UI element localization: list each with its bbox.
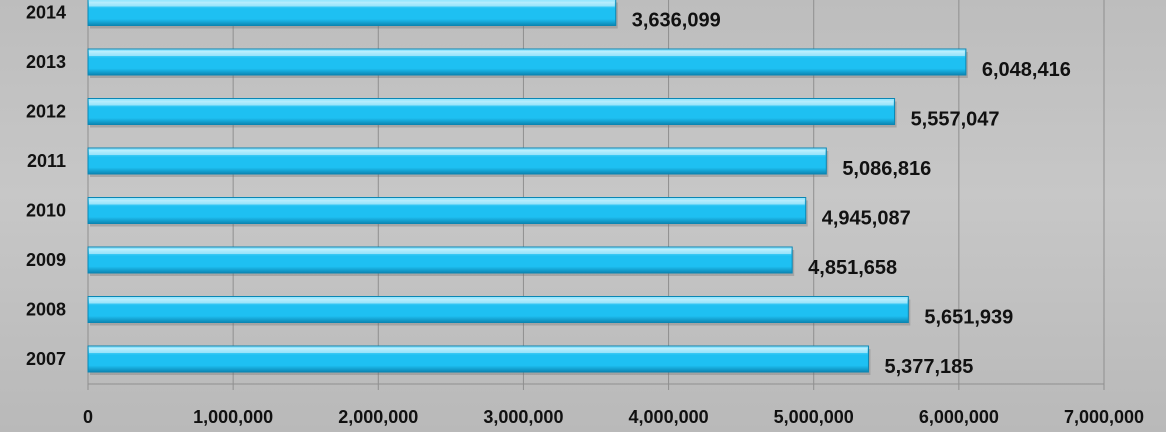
data-labels: 5,377,185 5,651,939 4,851,658 4,945,087 5,08… xyxy=(632,10,1071,379)
tick-labels: 0 1,000,000 2,000,000 3,000,000 4,000,000 5,0… xyxy=(26,3,1144,428)
x-tick-label: 7,000,000 xyxy=(1064,407,1144,427)
y-tick-label: 2014 xyxy=(26,3,66,23)
y-tick-label: 2008 xyxy=(26,300,66,320)
bar-2009 xyxy=(87,246,793,274)
bar-2011 xyxy=(87,147,827,175)
x-tick-label: 1,000,000 xyxy=(193,407,273,427)
bar-2008 xyxy=(87,296,909,323)
x-tick-label: 6,000,000 xyxy=(919,407,999,427)
bar-2013 xyxy=(87,48,967,76)
y-tick-label: 2010 xyxy=(26,201,66,221)
y-tick-label: 2011 xyxy=(27,151,66,171)
x-tick-label: 0 xyxy=(83,407,93,427)
y-tick-label: 2007 xyxy=(26,349,66,369)
bars xyxy=(87,0,968,375)
bar-highlight xyxy=(89,298,908,304)
bar-2014 xyxy=(87,0,617,26)
bar-highlight xyxy=(89,100,894,106)
bar-highlight xyxy=(89,150,826,155)
data-label: 5,086,816 xyxy=(842,158,931,180)
bar-2007 xyxy=(87,345,869,373)
data-label: 5,557,047 xyxy=(911,109,1000,131)
y-tick-label: 2012 xyxy=(26,102,66,122)
bar-highlight xyxy=(89,51,965,56)
bar-2012 xyxy=(87,98,896,125)
bar-highlight xyxy=(89,1,615,7)
x-tick-label: 4,000,000 xyxy=(629,407,709,427)
bar-highlight xyxy=(89,348,868,353)
bar-highlight xyxy=(89,199,805,205)
y-tick-label: 2013 xyxy=(26,52,66,72)
x-tick-label: 2,000,000 xyxy=(338,407,418,427)
bar-highlight xyxy=(89,249,792,254)
data-label: 4,945,087 xyxy=(822,208,911,230)
data-label: 5,377,185 xyxy=(884,356,973,378)
data-label: 6,048,416 xyxy=(982,59,1071,81)
data-label: 5,651,939 xyxy=(924,307,1013,329)
data-label: 3,636,099 xyxy=(632,10,721,32)
data-label: 4,851,658 xyxy=(808,257,897,279)
bar-2010 xyxy=(87,197,807,224)
x-tick-label: 5,000,000 xyxy=(774,407,854,427)
y-tick-label: 2009 xyxy=(26,250,66,270)
x-tick-label: 3,000,000 xyxy=(483,407,563,427)
